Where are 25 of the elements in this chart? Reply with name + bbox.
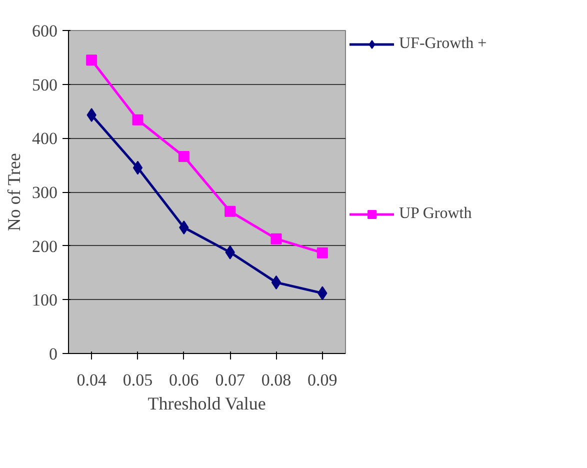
x-axis-title: Threshold Value [148, 394, 266, 414]
y-tick-label: 200 [32, 236, 58, 256]
point [178, 150, 190, 162]
y-axis-title: No of Tree [4, 153, 24, 232]
point [224, 206, 236, 217]
y-tick-label: 500 [32, 75, 58, 94]
y-tick-label: 100 [32, 290, 58, 310]
point [132, 160, 143, 175]
y-tick-label: 0 [49, 344, 58, 364]
x-tick-label: 0.07 [215, 370, 246, 390]
legend-label: UP Growth [399, 205, 472, 223]
point [86, 54, 98, 66]
legend-label: UF-Growth + [399, 35, 487, 53]
point [316, 247, 328, 258]
point [132, 114, 144, 126]
x-tick-label: 0.08 [261, 370, 292, 390]
point [271, 275, 282, 290]
y-tick-label: 600 [32, 22, 58, 40]
point [270, 233, 282, 244]
x-tick-label: 0.09 [308, 370, 338, 390]
x-tick-label: 0.05 [122, 370, 153, 390]
x-tick-label: 0.06 [169, 370, 199, 390]
y-tick-label: 400 [32, 129, 58, 148]
y-tick-label: 300 [32, 183, 58, 202]
x-tick-label: 0.04 [76, 370, 107, 390]
